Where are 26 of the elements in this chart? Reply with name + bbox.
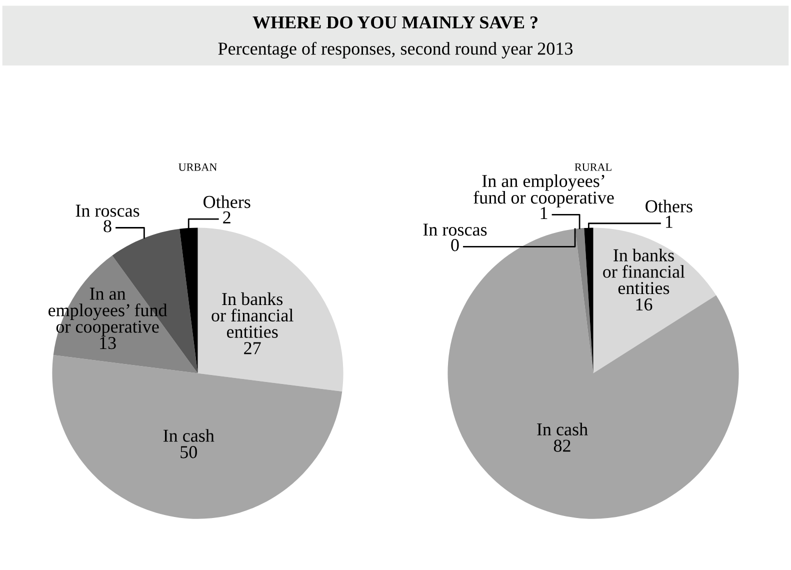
slice-label: Others — [204, 195, 250, 208]
text: WHERE DO YOU MAINLY SAVE ? — [252, 16, 538, 29]
data-label: 1 — [540, 207, 548, 219]
pie-slice — [52, 355, 342, 519]
pie-slice — [198, 228, 344, 392]
data-label: 8 — [104, 220, 112, 232]
slice-label: In banks or financial entities — [603, 248, 685, 294]
data-label: 50 — [180, 446, 197, 458]
data-label: 16 — [636, 298, 652, 311]
slice-label: In cash — [163, 429, 214, 442]
data-label: 82 — [554, 440, 570, 452]
text: Percentage of responses, second round year 2013 — [218, 42, 573, 58]
data-label: 1 — [666, 216, 672, 228]
data-label: 13 — [100, 337, 116, 350]
category-label: In roscas — [423, 224, 487, 236]
data-label: 27 — [244, 342, 261, 354]
slice-label: In roscas — [76, 204, 140, 217]
pie-slice — [593, 228, 716, 374]
slice-label: In banks or financial entities — [212, 292, 294, 338]
slice-label: In an employees’ fund or cooperative — [474, 174, 614, 208]
text: 0 — [451, 239, 459, 252]
slice-label: Others — [646, 200, 692, 212]
data-label: 2 — [223, 211, 230, 224]
chart-title: RURAL — [574, 163, 612, 171]
chart-title: URBAN — [178, 163, 217, 171]
slice-label: In cash — [537, 422, 588, 436]
